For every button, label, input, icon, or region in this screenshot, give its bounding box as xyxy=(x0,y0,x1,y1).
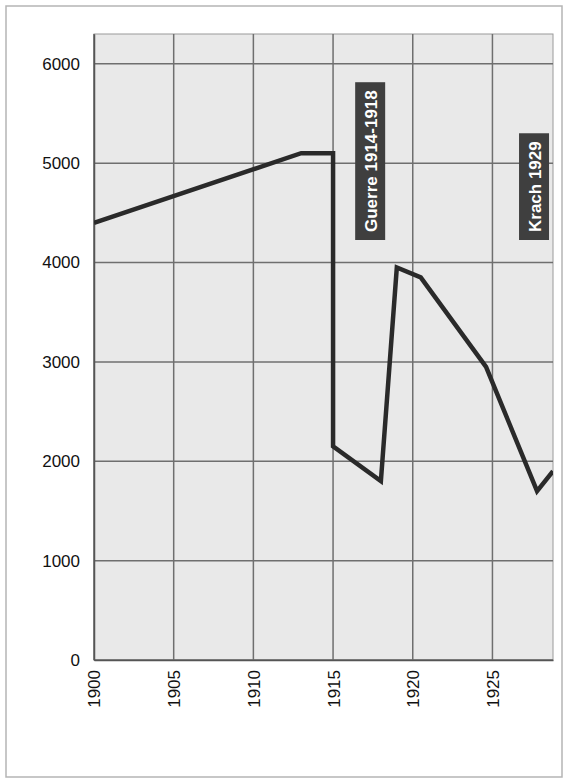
grid-line xyxy=(94,162,553,164)
grid-line xyxy=(93,34,95,660)
annotation: Guerre 1914-1918 xyxy=(355,82,385,240)
frame xyxy=(6,6,562,777)
tick: 1915 xyxy=(325,660,344,708)
tick: 2000 xyxy=(42,452,94,471)
axis-line xyxy=(95,660,554,662)
marks xyxy=(94,153,553,491)
axis-line xyxy=(94,35,96,661)
grid-line xyxy=(253,34,255,660)
chart: Guerre 1914-1918 Krach 1929 0 1000 2000 3000 4… xyxy=(0,0,568,783)
grid-line xyxy=(94,659,553,661)
grid-line xyxy=(94,262,553,264)
annotation-text: Guerre 1914-1918 xyxy=(362,90,381,232)
grid-line xyxy=(94,560,553,562)
tick-label: 5000 xyxy=(42,154,80,173)
tick: 1925 xyxy=(484,660,503,708)
tick-label: 3000 xyxy=(42,353,80,372)
tick-label: 1920 xyxy=(404,670,423,708)
tick: 1905 xyxy=(165,660,184,708)
tick: 1920 xyxy=(404,660,423,708)
tick-label: 1925 xyxy=(484,670,503,708)
grid-line xyxy=(412,34,414,660)
tick: 1910 xyxy=(245,660,264,708)
tick: 1900 xyxy=(85,660,104,708)
tick-label: 1900 xyxy=(85,670,104,708)
tick-label: 2000 xyxy=(42,452,80,471)
annotation: Krach 1929 xyxy=(519,133,549,240)
tick: 0 xyxy=(71,651,94,670)
annotations: Guerre 1914-1918 Krach 1929 xyxy=(355,82,549,240)
tick: 1000 xyxy=(42,552,94,571)
y-axis: 0 1000 2000 3000 4000 5000 6000 xyxy=(42,35,94,670)
annotation-box xyxy=(355,82,385,240)
grid-line xyxy=(94,461,553,463)
annotation-box xyxy=(519,133,549,240)
plot-area xyxy=(94,34,553,660)
tick-label: 4000 xyxy=(42,253,80,272)
tick-label: 6000 xyxy=(42,55,80,74)
tick-label: 1915 xyxy=(325,670,344,708)
annotation-text: Krach 1929 xyxy=(526,141,545,232)
grid-line xyxy=(492,34,494,660)
tick: 3000 xyxy=(42,353,94,372)
tick: 6000 xyxy=(42,55,94,74)
tick: 5000 xyxy=(42,154,94,173)
tick: 4000 xyxy=(42,253,94,272)
x-axis: 1900 1905 1910 1915 1920 1925 xyxy=(85,660,553,708)
data-line xyxy=(94,153,553,491)
grid-line xyxy=(94,63,553,65)
grid xyxy=(94,34,553,660)
tick-label: 1910 xyxy=(245,670,264,708)
tick-label: 0 xyxy=(71,651,80,670)
tick-label: 1905 xyxy=(165,670,184,708)
tick-label: 1000 xyxy=(42,552,80,571)
grid-line xyxy=(173,34,175,660)
